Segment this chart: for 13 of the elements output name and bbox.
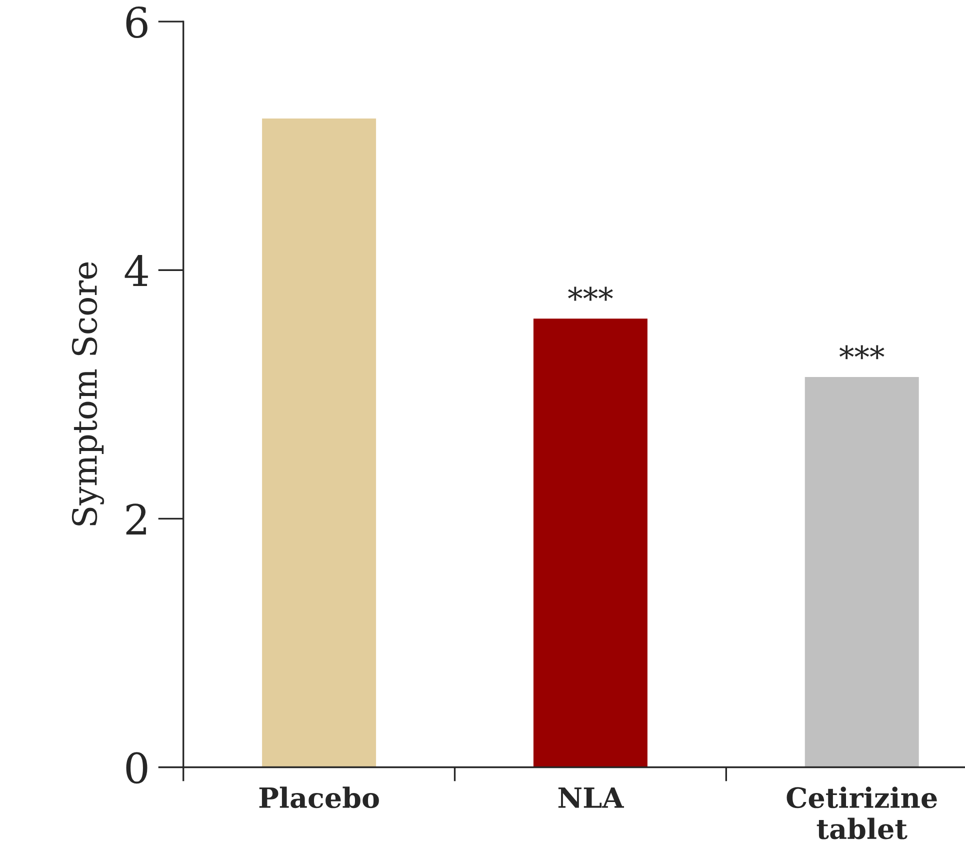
bar [262,118,376,768]
annotation: *** [568,286,613,301]
annotation: *** [839,345,884,360]
y-tick-label: 4 [124,255,148,286]
y-axis-title: Symptom Score [72,262,104,526]
x-tick-label: NLA [558,788,624,808]
bar [804,377,919,768]
y-tick-label: 2 [126,504,146,535]
y-tick-label: 6 [126,6,148,38]
y-tick-label: 0 [126,752,148,784]
x-tick-label: Placebo [259,786,379,808]
bar [533,318,648,768]
x-tick-label: Cetirizine tablet [786,786,937,840]
